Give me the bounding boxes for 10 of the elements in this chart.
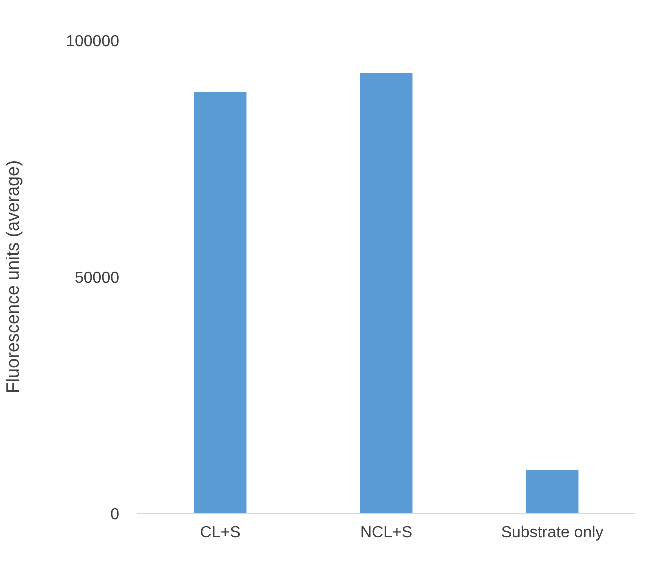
y-axis-title: Fluorescence units (average)	[3, 160, 24, 394]
bar	[194, 92, 247, 514]
x-tick-label: Substrate only	[501, 524, 604, 542]
y-tick-label: 100000	[66, 34, 120, 50]
y-tick-label: 0	[110, 506, 120, 524]
bar	[526, 470, 579, 514]
y-tick-label: 50000	[75, 270, 120, 287]
bar	[360, 73, 413, 514]
x-tick-label: CL+S	[200, 524, 241, 542]
x-tick-label: NCL+S	[360, 524, 413, 542]
